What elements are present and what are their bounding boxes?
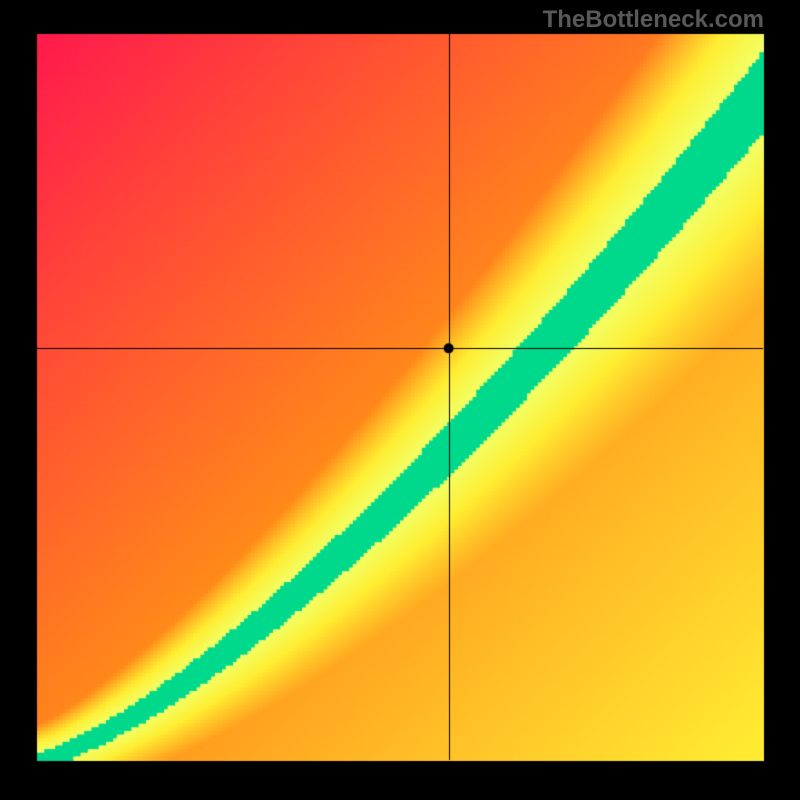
watermark-text: TheBottleneck.com [543,6,764,34]
bottleneck-heatmap [0,0,800,800]
chart-container: TheBottleneck.com [0,0,800,800]
